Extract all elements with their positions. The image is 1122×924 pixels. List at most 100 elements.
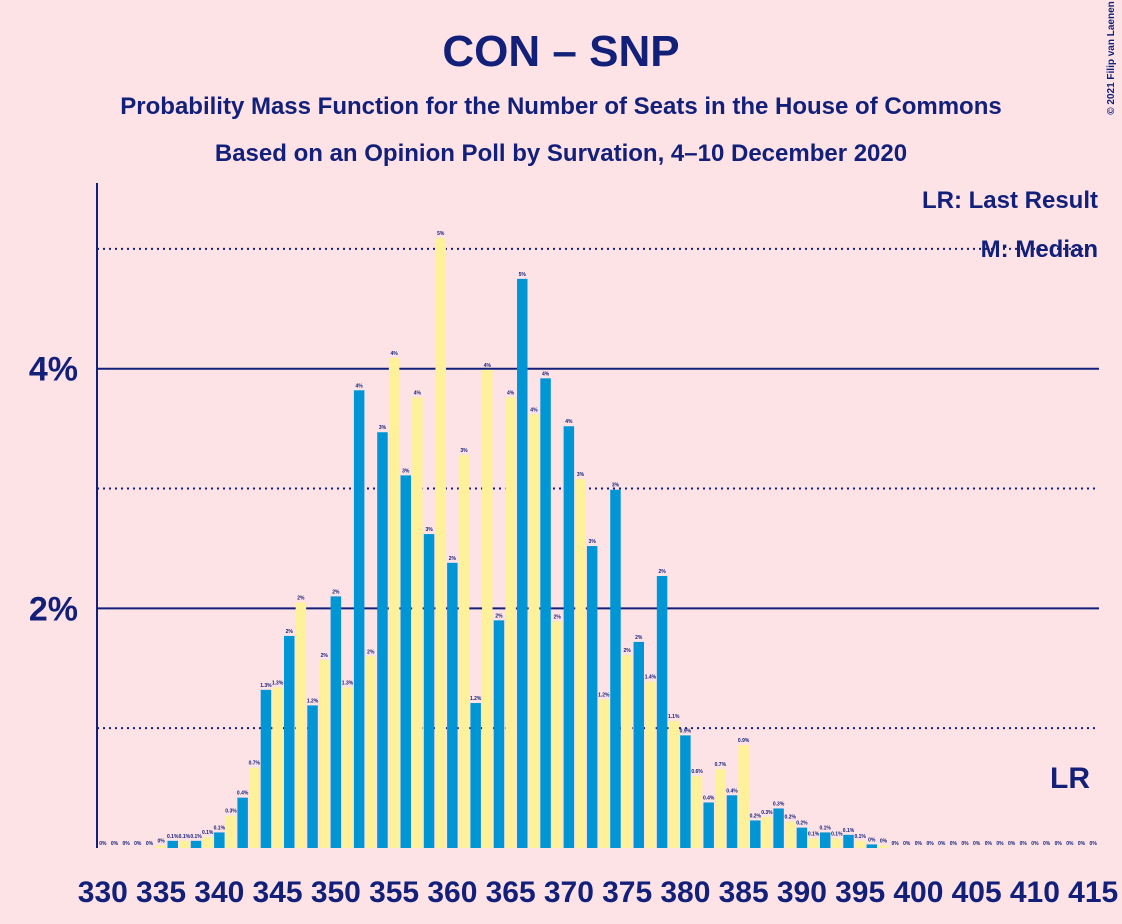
value-label: 0.2% [785,815,797,821]
value-label: 0% [926,841,934,847]
bar [645,681,656,848]
value-label: 2% [495,613,503,619]
value-label: 0% [915,841,923,847]
value-label: 0.1% [854,834,866,840]
value-label: 0.2% [750,813,762,819]
value-label: 0% [1008,841,1016,847]
value-label: 2% [321,653,329,659]
bar [388,357,400,848]
bar [691,776,703,848]
bar [738,744,749,848]
bar [458,454,470,848]
x-tick-label: 360 [427,876,477,909]
value-label: 2% [624,648,632,654]
bar [785,821,796,848]
value-label: 4% [507,390,515,396]
value-label: 2% [554,615,562,621]
bar [400,475,411,848]
x-tick-label: 390 [777,876,827,909]
value-label: 4% [414,390,422,396]
value-label: 0% [1078,841,1086,847]
value-label: 5% [519,272,527,278]
bar [598,699,610,848]
value-label: 1.3% [342,680,354,686]
value-label: 0% [111,841,119,847]
bar [342,687,353,848]
value-label: 0.1% [831,831,843,837]
value-label: 1.4% [645,674,657,680]
bar [307,705,318,848]
value-label: 2% [367,649,375,655]
value-label: 3% [589,539,597,545]
bar [819,832,831,848]
value-label: 0% [1066,841,1074,847]
y-tick-label: 2% [29,590,78,628]
bar [214,832,225,848]
value-label: 0.1% [819,825,831,831]
x-tick-label: 340 [194,876,244,909]
value-label: 0% [903,841,911,847]
value-label: 3% [577,472,585,478]
bar [353,390,365,848]
bar [633,641,645,848]
bar [179,840,190,848]
bar [575,478,586,848]
chart-title: CON – SNP [442,27,679,76]
x-tick-label: 415 [1068,876,1118,909]
x-tick-label: 400 [893,876,943,909]
value-label: 0.3% [773,801,785,807]
bar [621,655,633,848]
value-label: 0.1% [214,825,226,831]
value-label: 0% [1090,841,1098,847]
bar [551,621,563,848]
y-tick-label: 4% [29,351,78,389]
value-label: 0% [99,841,107,847]
value-label: 0.1% [190,834,202,840]
bar [668,720,679,848]
bar [435,238,446,848]
value-label: 0% [880,839,888,845]
value-label: 2% [297,595,305,601]
x-tick-label: 395 [835,876,885,909]
value-label: 0% [1020,841,1028,847]
value-label: 2% [286,629,294,635]
bar [202,837,213,848]
bar [272,687,283,848]
x-tick-label: 375 [602,876,652,909]
bar [761,816,773,848]
value-label: 0.7% [715,762,727,768]
value-label: 0.9% [738,738,750,744]
bar [610,489,621,848]
bar [377,432,388,848]
value-label: 0% [146,841,154,847]
bar [412,397,423,848]
bar [843,834,854,848]
value-label: 0% [950,841,958,847]
bar [284,635,295,848]
value-label: 4% [390,351,398,357]
value-label: 2% [658,569,666,575]
bar [447,562,458,848]
value-label: 2% [332,589,340,595]
bar [237,797,248,848]
value-label: 0.1% [202,830,214,836]
x-tick-label: 365 [486,876,536,909]
value-label: 0.1% [179,834,191,840]
x-tick-label: 405 [952,876,1002,909]
bar [493,620,505,848]
bar [225,815,237,848]
x-tick-label: 385 [719,876,769,909]
value-label: 4% [484,363,492,369]
value-label: 0% [961,841,969,847]
value-label: 0% [938,841,946,847]
value-label: 1.3% [272,680,284,686]
bar [423,534,435,848]
value-label: 0% [996,841,1004,847]
value-label: 2% [449,556,457,562]
bar [249,767,260,848]
x-tick-label: 355 [369,876,419,909]
value-label: 0% [1055,841,1063,847]
bar [318,659,330,848]
value-label: 0% [985,841,993,847]
bar [773,808,784,848]
